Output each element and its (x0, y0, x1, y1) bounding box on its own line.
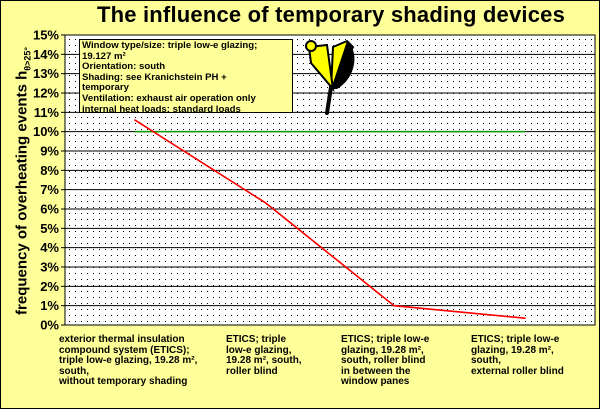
y-tick-label: 14% (33, 47, 59, 62)
y-tick-label: 13% (33, 66, 59, 81)
y-tick-label: 6% (40, 202, 59, 217)
chart-title: The influence of temporary shading devic… (96, 2, 566, 27)
info-line-ventilation: Ventilation: exhaust air operation only (82, 92, 256, 104)
y-tick-label: 5% (40, 221, 59, 236)
info-line-window: Window type/size: triple low-e glazing; … (82, 40, 258, 62)
x-category-label-2: ETICS; triple low-e glazing, 19.28 m², s… (226, 334, 302, 377)
y-tick-label: 0% (40, 318, 59, 333)
passive-house-logo-icon (305, 39, 355, 115)
y-tick-label: 10% (33, 124, 59, 139)
y-tick-label: 11% (34, 105, 60, 120)
series-line (134, 119, 526, 320)
y-tick-label: 9% (40, 144, 59, 159)
y-axis-label-subscript: θ>25° (22, 47, 33, 71)
y-tick-label: 2% (40, 279, 59, 294)
y-tick-label: 7% (40, 182, 59, 197)
info-line-shading: Shading: see Kranichstein PH + temporary (82, 71, 227, 94)
info-box: Window type/size: triple low-e glazing; … (79, 39, 293, 113)
y-tick-label: 4% (40, 240, 59, 255)
y-tick-label: 12% (33, 86, 59, 101)
info-line-heat-loads: internal heat loads: standard loads (82, 103, 241, 113)
series-point (265, 202, 267, 204)
series-point (524, 317, 526, 320)
series-point (134, 119, 136, 121)
x-category-label-1: exterior thermal insulation compound sys… (59, 334, 198, 388)
y-axis-label: frequency of overheating events hθ>25° (13, 47, 33, 315)
x-category-label-3: ETICS; triple low-e glazing, 19.28 m², s… (341, 334, 430, 388)
y-tick-label: 8% (40, 163, 59, 178)
x-category-label-4: ETICS; triple low-e glazing, 19.28 m², s… (471, 334, 564, 377)
info-line-orientation: Orientation: south (82, 61, 166, 73)
y-tick-label: 3% (40, 260, 59, 275)
plot-border (64, 34, 596, 326)
series-point (393, 304, 395, 307)
y-tick-label: 15% (33, 28, 59, 43)
y-tick-label: 1% (40, 298, 59, 313)
